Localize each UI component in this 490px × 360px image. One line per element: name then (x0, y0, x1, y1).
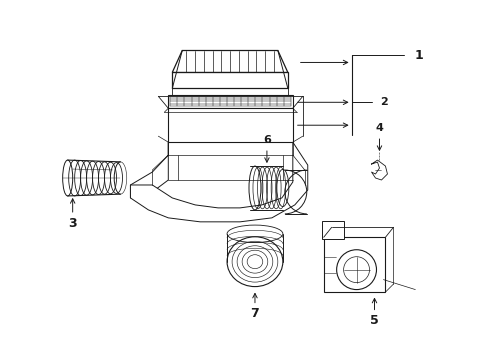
Text: 2: 2 (381, 97, 389, 107)
Polygon shape (168, 108, 293, 142)
Polygon shape (178, 155, 283, 180)
Polygon shape (130, 142, 308, 222)
Text: 5: 5 (370, 314, 379, 327)
Text: 7: 7 (250, 307, 259, 320)
Text: 4: 4 (375, 123, 383, 133)
FancyBboxPatch shape (322, 221, 343, 239)
Text: 3: 3 (68, 217, 77, 230)
Text: 1: 1 (415, 49, 424, 62)
Polygon shape (324, 237, 386, 292)
Polygon shape (168, 95, 293, 108)
Text: 6: 6 (263, 135, 271, 145)
Polygon shape (172, 50, 288, 72)
Polygon shape (172, 72, 288, 88)
Polygon shape (130, 142, 168, 198)
